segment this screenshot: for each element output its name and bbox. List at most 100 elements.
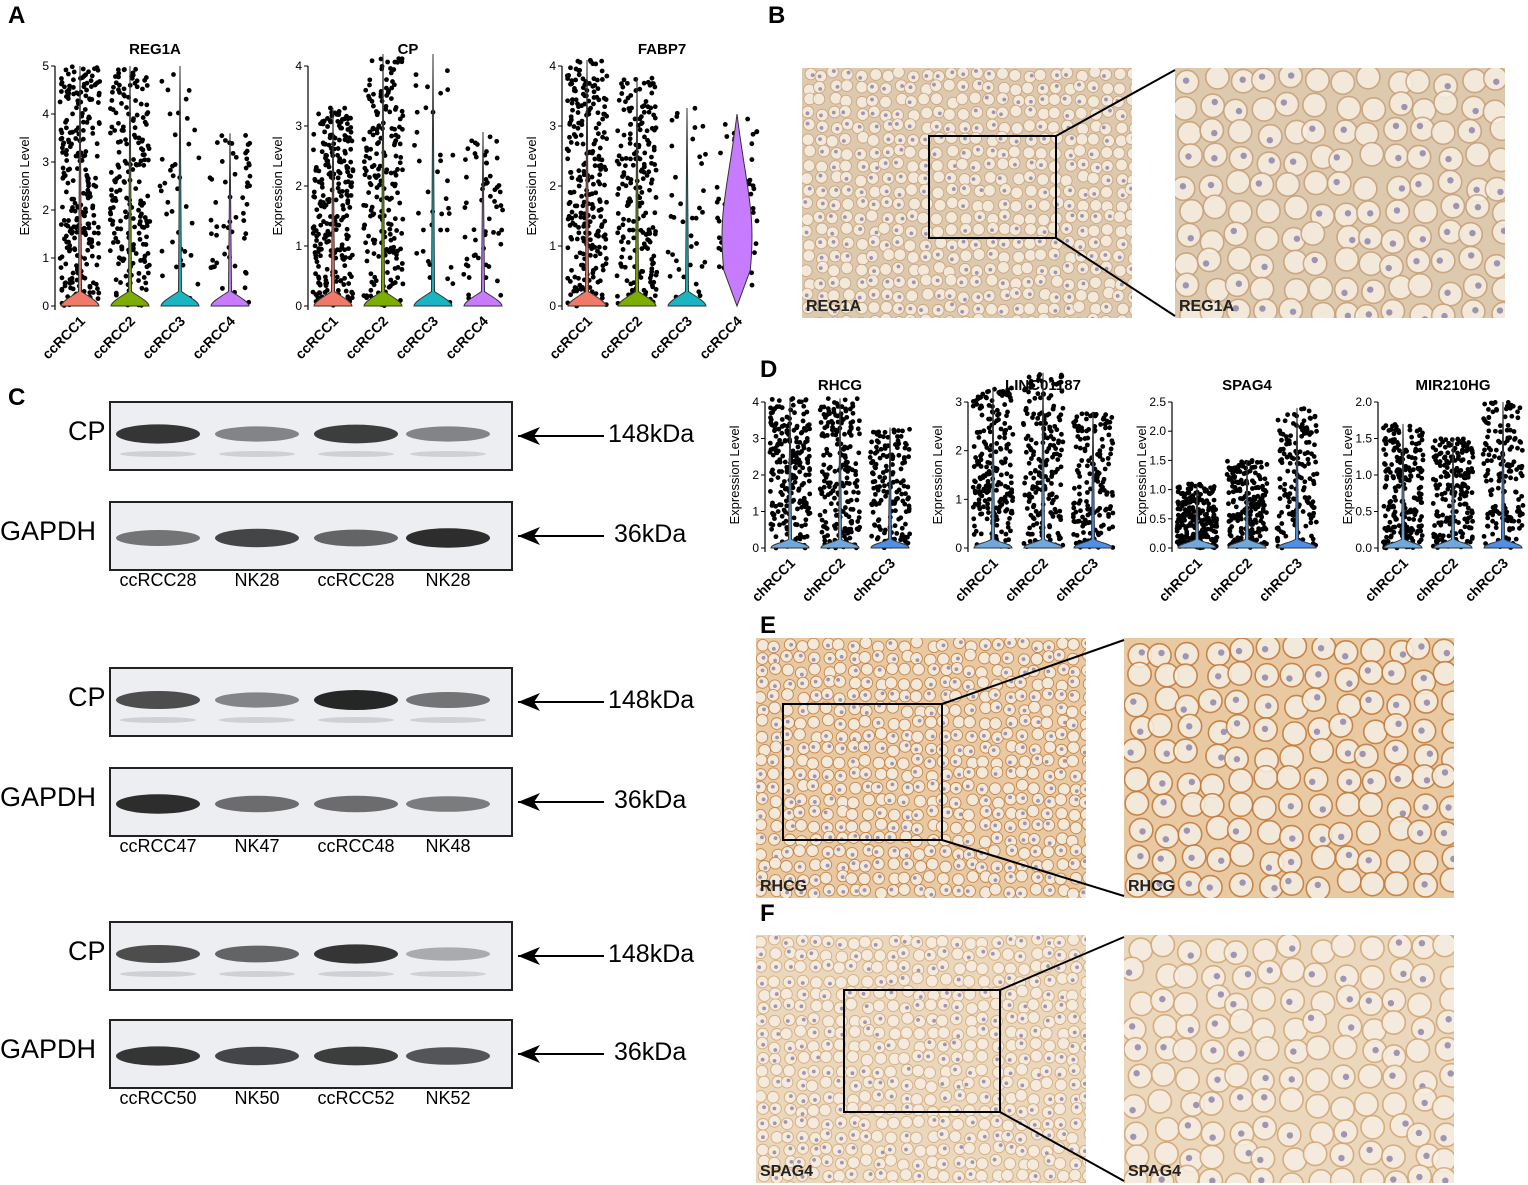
data-point [1226, 477, 1232, 482]
data-point [1384, 474, 1390, 480]
data-point [1518, 465, 1524, 471]
data-point [1224, 472, 1230, 477]
cell [803, 144, 816, 158]
data-point [569, 97, 575, 102]
data-point [749, 282, 755, 288]
data-point [770, 452, 776, 458]
nucleus [845, 253, 850, 258]
cell [1061, 261, 1075, 274]
data-point [784, 414, 790, 420]
data-point [1299, 406, 1304, 412]
data-point [335, 175, 341, 181]
data-point [145, 193, 151, 199]
cell [982, 93, 995, 106]
data-point [1462, 482, 1467, 488]
data-point [67, 130, 73, 136]
data-point [1394, 454, 1400, 460]
data-point [821, 462, 827, 468]
data-point [600, 267, 606, 273]
data-point [993, 514, 999, 520]
violin-title: MIR210HG [1415, 377, 1490, 394]
data-point [1028, 447, 1034, 453]
nucleus [908, 306, 913, 311]
data-point [342, 263, 348, 269]
data-point [646, 109, 652, 115]
data-point [70, 178, 76, 184]
data-point [241, 235, 247, 241]
cell [934, 236, 948, 250]
data-point [110, 89, 115, 95]
data-point [146, 262, 152, 268]
data-point [58, 127, 64, 133]
panel-label-f: F [760, 900, 775, 927]
data-point [573, 134, 579, 139]
data-point [97, 79, 103, 84]
data-point [483, 177, 489, 182]
data-point [392, 216, 398, 222]
data-point [846, 430, 852, 436]
data-point [1388, 504, 1394, 510]
data-point [1519, 447, 1525, 453]
data-point [854, 396, 860, 402]
data-point [1077, 491, 1082, 497]
nucleus [1121, 178, 1126, 183]
data-point [84, 172, 90, 178]
data-point [364, 293, 370, 299]
data-point [569, 78, 575, 84]
data-point [1518, 471, 1524, 476]
data-point [803, 439, 809, 445]
data-point [1032, 395, 1038, 401]
data-point [801, 403, 807, 409]
y-tick-label: 0 [295, 299, 302, 313]
data-point [488, 193, 493, 199]
cell [1026, 315, 1037, 318]
data-point [162, 180, 168, 186]
data-point [137, 219, 143, 224]
data-point [1481, 461, 1487, 466]
data-point [574, 236, 580, 242]
cell [854, 174, 868, 188]
data-point [136, 140, 141, 146]
data-point [339, 188, 345, 194]
cell [828, 185, 842, 199]
data-point [779, 441, 784, 447]
data-point [109, 193, 114, 198]
data-point [1005, 409, 1010, 415]
data-point [1187, 506, 1192, 512]
data-point [1079, 458, 1085, 463]
data-point [1109, 415, 1115, 420]
data-point [117, 187, 123, 193]
data-point [883, 493, 889, 499]
nucleus [804, 293, 809, 298]
data-point [1438, 520, 1444, 525]
data-point [637, 86, 643, 92]
nucleus [907, 100, 912, 105]
data-point [627, 136, 633, 142]
cell [918, 183, 932, 197]
data-point [1509, 413, 1515, 419]
data-point [1392, 445, 1398, 451]
data-point [117, 174, 122, 180]
nucleus [1005, 293, 1010, 298]
data-point [66, 139, 72, 145]
data-point [588, 105, 594, 111]
data-point [1482, 441, 1488, 446]
data-point [174, 264, 179, 270]
data-point [310, 230, 316, 236]
data-point [59, 76, 64, 81]
data-point [487, 134, 493, 140]
data-point [1488, 492, 1494, 498]
data-point [74, 229, 80, 235]
data-point [652, 210, 658, 216]
data-point [671, 215, 677, 220]
cell [1088, 68, 1102, 79]
data-point [1469, 446, 1474, 451]
nucleus [831, 110, 836, 115]
data-point [1076, 463, 1082, 468]
data-point [90, 203, 96, 209]
data-point [1097, 505, 1103, 511]
violin-shape [60, 65, 100, 307]
data-point [1084, 499, 1089, 504]
data-point [1504, 509, 1510, 515]
data-point [1445, 486, 1451, 492]
